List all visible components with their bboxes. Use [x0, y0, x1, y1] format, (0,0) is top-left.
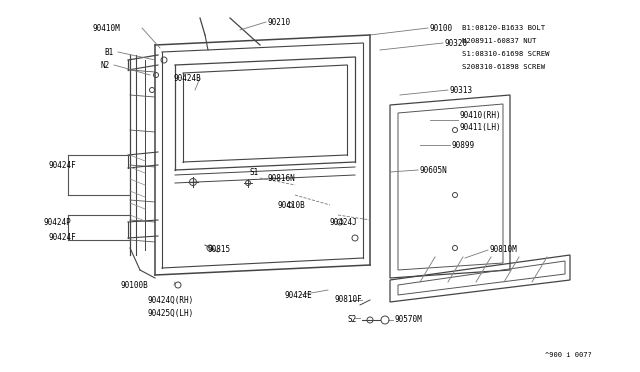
Text: 90424F: 90424F [48, 232, 76, 241]
Text: 90424Q(RH): 90424Q(RH) [148, 295, 195, 305]
Text: ^900 i 007?: ^900 i 007? [545, 352, 592, 358]
Text: 90411(LH): 90411(LH) [460, 122, 502, 131]
Text: 90100B: 90100B [120, 280, 148, 289]
Text: 90424F: 90424F [48, 160, 76, 170]
Text: 90100: 90100 [430, 23, 453, 32]
Text: 90424B: 90424B [174, 74, 202, 83]
Text: 90570M: 90570M [395, 315, 423, 324]
Text: 90810M: 90810M [490, 246, 518, 254]
Text: 90410M: 90410M [92, 23, 120, 32]
Text: N2: N2 [100, 61, 109, 70]
Text: 90424P: 90424P [43, 218, 71, 227]
Text: 90424J: 90424J [330, 218, 358, 227]
Text: N208911-60837 NUT: N208911-60837 NUT [462, 38, 536, 44]
Text: 90320: 90320 [445, 38, 468, 48]
Text: B1: B1 [104, 48, 113, 57]
Text: 90810F: 90810F [335, 295, 363, 305]
Text: 90424E: 90424E [285, 291, 313, 299]
Text: 90425Q(LH): 90425Q(LH) [148, 308, 195, 317]
Text: 90899: 90899 [452, 141, 475, 150]
Text: 90815: 90815 [207, 246, 230, 254]
Text: 90816N: 90816N [268, 173, 296, 183]
Text: S1:08310-61698 SCREW: S1:08310-61698 SCREW [462, 51, 550, 57]
Text: 90313: 90313 [450, 86, 473, 94]
Text: 90605N: 90605N [420, 166, 448, 174]
Text: 90210: 90210 [268, 17, 291, 26]
Text: S2: S2 [348, 315, 357, 324]
Text: B1:08120-B1633 BOLT: B1:08120-B1633 BOLT [462, 25, 545, 31]
Text: 90410(RH): 90410(RH) [460, 110, 502, 119]
Text: S208310-61898 SCREW: S208310-61898 SCREW [462, 64, 545, 70]
Text: 90410B: 90410B [278, 201, 306, 209]
Text: S1: S1 [250, 167, 259, 176]
